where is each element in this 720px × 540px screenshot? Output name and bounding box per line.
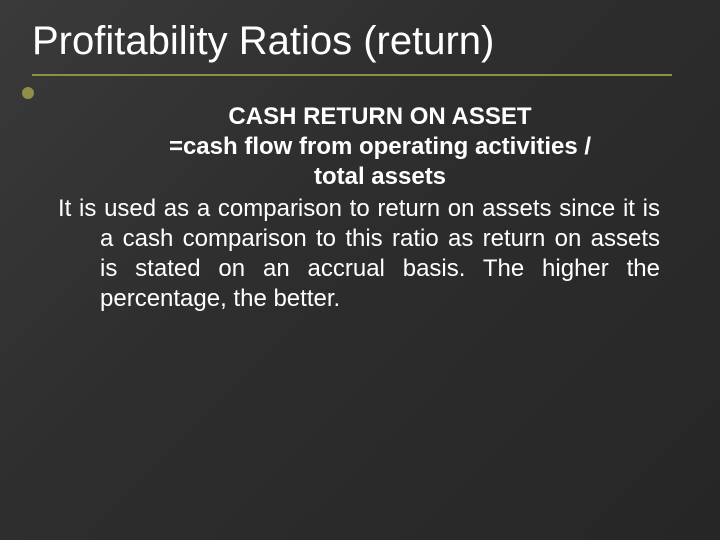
slide-title: Profitability Ratios (return) [32,18,690,64]
subheading-line-3: total assets [100,162,660,192]
content-area: CASH RETURN ON ASSET =cash flow from ope… [0,76,720,314]
subheading-line-1: CASH RETURN ON ASSET [100,102,660,132]
subheading-line-2: =cash flow from operating activities / [100,132,660,162]
bullet-icon [22,87,34,99]
body-paragraph: It is used as a comparison to return on … [100,194,660,314]
title-area: Profitability Ratios (return) [0,0,720,76]
